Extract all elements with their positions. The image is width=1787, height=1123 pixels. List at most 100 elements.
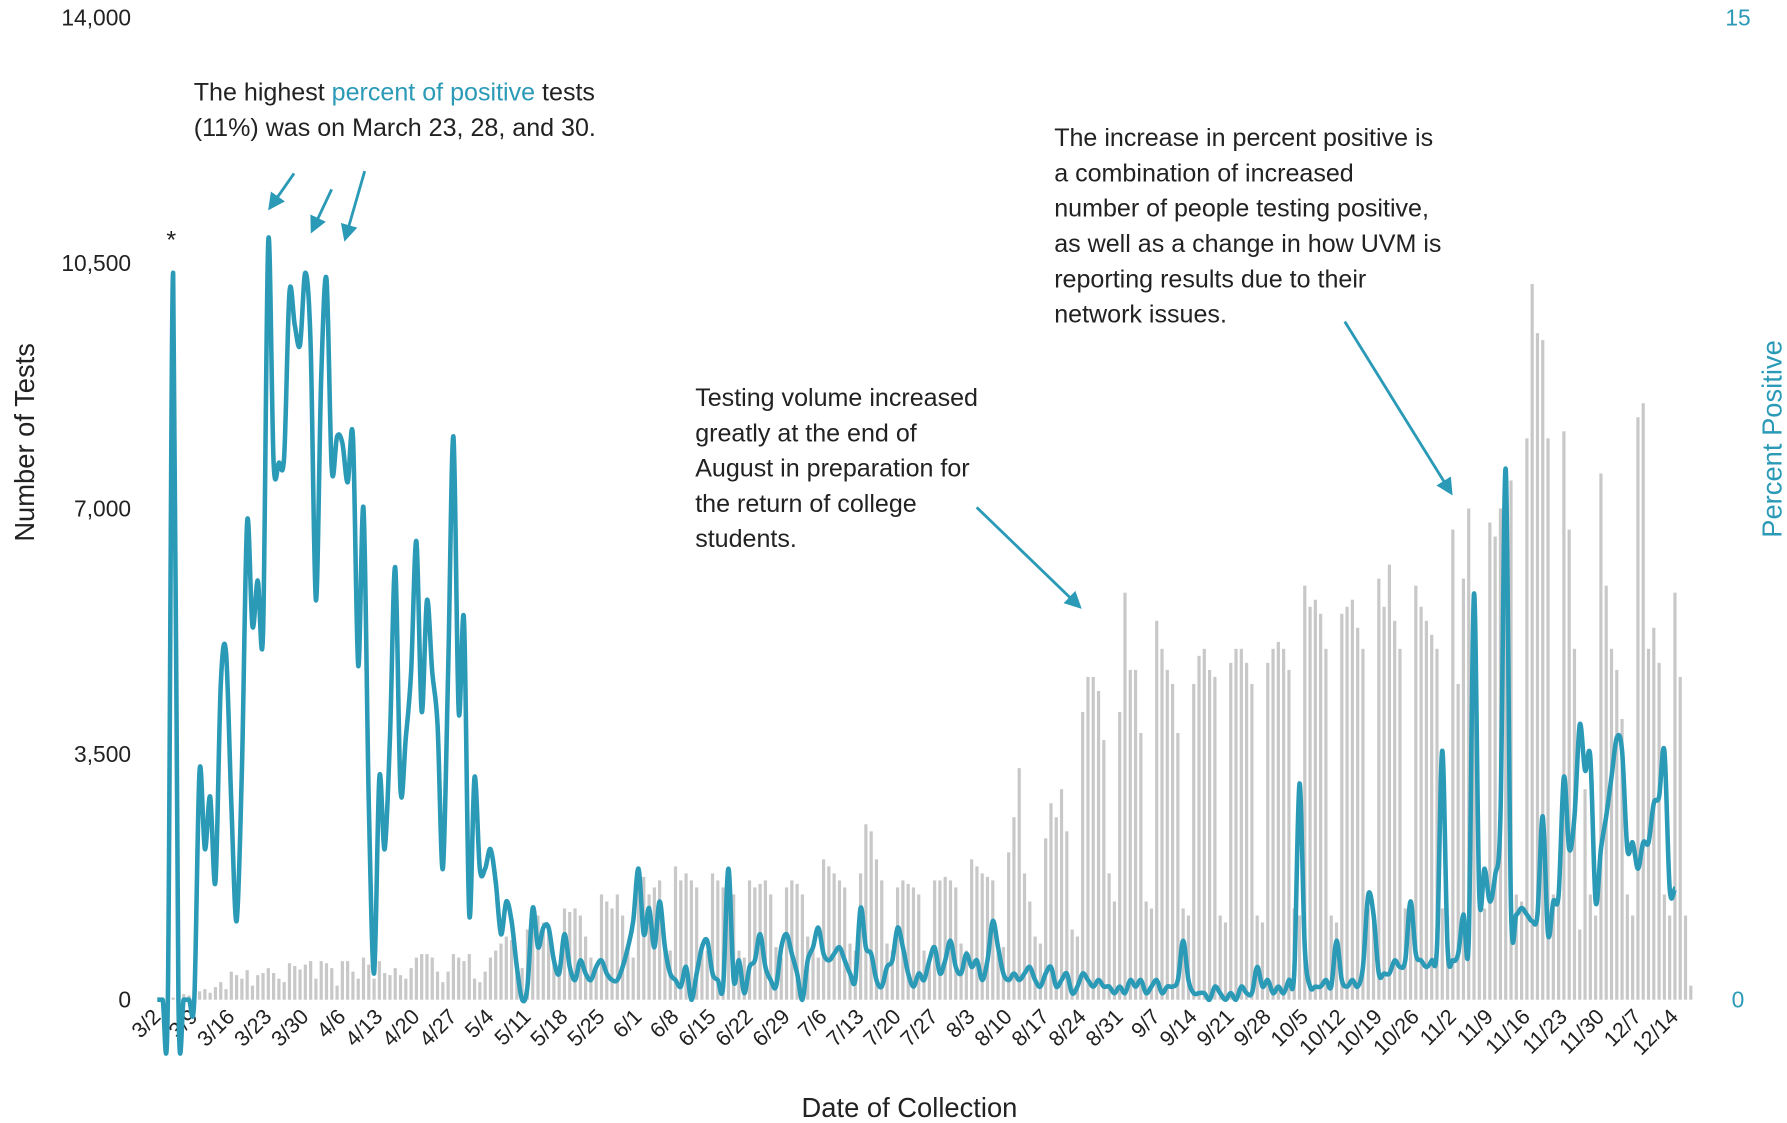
- x-tick-label: 8/10: [969, 1004, 1016, 1051]
- bar: [1408, 908, 1413, 1000]
- x-tick-label: 8/31: [1080, 1004, 1127, 1051]
- bar: [964, 950, 968, 1000]
- bar: [1609, 648, 1614, 1000]
- y-tick-label: 14,000: [61, 4, 131, 30]
- bar: [1303, 585, 1307, 1000]
- bar: [1091, 676, 1095, 1000]
- bar: [1176, 733, 1180, 1000]
- bar: [1641, 403, 1645, 1000]
- bar: [1012, 817, 1016, 1000]
- bar: [795, 883, 799, 1000]
- bar: [451, 954, 456, 1000]
- bar: [536, 915, 540, 1000]
- x-tick-label: 9/21: [1191, 1004, 1238, 1051]
- bar: [938, 880, 942, 1000]
- arrow: [975, 506, 1082, 609]
- bar: [1033, 936, 1037, 1000]
- bar: [462, 961, 466, 1000]
- bar: [1239, 648, 1243, 1000]
- bar: [917, 894, 921, 1000]
- bar: [346, 961, 350, 1000]
- bar: [531, 922, 535, 1000]
- bar: [985, 876, 990, 1000]
- bar: [1519, 901, 1524, 1000]
- bar: [874, 859, 879, 1000]
- bar: [980, 873, 984, 1000]
- bar: [298, 969, 302, 1000]
- bar: [615, 894, 619, 1000]
- bar: [970, 859, 974, 1000]
- x-tick-label: 8/24: [1043, 1004, 1090, 1051]
- bar: [991, 880, 995, 1000]
- bar: [1467, 508, 1471, 1000]
- bar: [869, 831, 873, 1000]
- bar: [441, 982, 445, 1000]
- bar: [1557, 894, 1561, 1000]
- bar: [1371, 915, 1376, 1000]
- bar: [1340, 613, 1344, 1000]
- bar: [1128, 669, 1132, 1000]
- bar: [933, 880, 937, 1000]
- bar: [763, 880, 767, 1000]
- bar: [1504, 543, 1508, 1000]
- bar: [1482, 908, 1487, 1000]
- bar: [351, 971, 355, 1000]
- x-tick-label: 3/16: [192, 1004, 239, 1051]
- bar: [1567, 529, 1571, 1000]
- bar: [414, 957, 418, 1000]
- annotation: Testing volume increased: [695, 384, 978, 412]
- bar: [504, 936, 508, 1000]
- bar: [1007, 852, 1011, 1000]
- x-axis-label: Date of Collection: [802, 1092, 1018, 1123]
- bar: [1594, 915, 1598, 1000]
- bar: [446, 971, 450, 1000]
- bar: [1059, 789, 1064, 1000]
- bar: [483, 971, 487, 1000]
- bar: [605, 901, 609, 1000]
- annotation: network issues.: [1054, 301, 1227, 329]
- bar: [1588, 894, 1592, 1000]
- arrow: [310, 188, 333, 234]
- bar: [1139, 733, 1143, 1000]
- bar: [1017, 768, 1021, 1000]
- bar: [208, 992, 212, 1000]
- bar: [827, 866, 831, 1000]
- bar: [1044, 838, 1048, 1000]
- annotation: as well as a change in how UVM is: [1054, 230, 1441, 258]
- bar: [1223, 922, 1228, 1000]
- bar: [1530, 283, 1534, 1000]
- annotation: reporting results due to their: [1054, 265, 1366, 293]
- bar: [1197, 655, 1201, 1000]
- bar: [573, 908, 577, 1000]
- bar: [1086, 676, 1090, 1000]
- bar: [1541, 340, 1545, 1000]
- annotation: (11%) was on March 23, 28, and 30.: [194, 114, 596, 142]
- bar: [1615, 669, 1619, 1000]
- bar: [647, 894, 651, 1000]
- bar: [1218, 915, 1222, 1000]
- bar: [610, 908, 614, 1000]
- bar: [409, 968, 413, 1000]
- bar: [1430, 634, 1434, 1000]
- x-tick-label: 7/13: [821, 1004, 868, 1051]
- bar: [1456, 683, 1460, 1000]
- bar: [1451, 529, 1455, 1000]
- bar: [430, 957, 434, 1000]
- bar: [1107, 873, 1111, 1000]
- bar: [631, 957, 635, 1000]
- bar: [689, 880, 693, 1000]
- bar: [896, 887, 900, 1000]
- bar: [1192, 683, 1196, 1000]
- bar: [790, 880, 794, 1000]
- annotation-highlight: percent of positive: [332, 79, 535, 107]
- x-tick-label: 6/22: [710, 1004, 757, 1051]
- x-tick-label: 5/18: [525, 1004, 572, 1051]
- bar: [277, 978, 281, 1000]
- annotation: August in preparation for: [695, 455, 969, 483]
- x-tick-label: 3/2: [126, 1004, 165, 1043]
- bar: [361, 957, 366, 1000]
- bar: [1477, 901, 1481, 1000]
- bar: [182, 994, 186, 1000]
- bar: [1229, 662, 1233, 1000]
- bar: [800, 894, 805, 1000]
